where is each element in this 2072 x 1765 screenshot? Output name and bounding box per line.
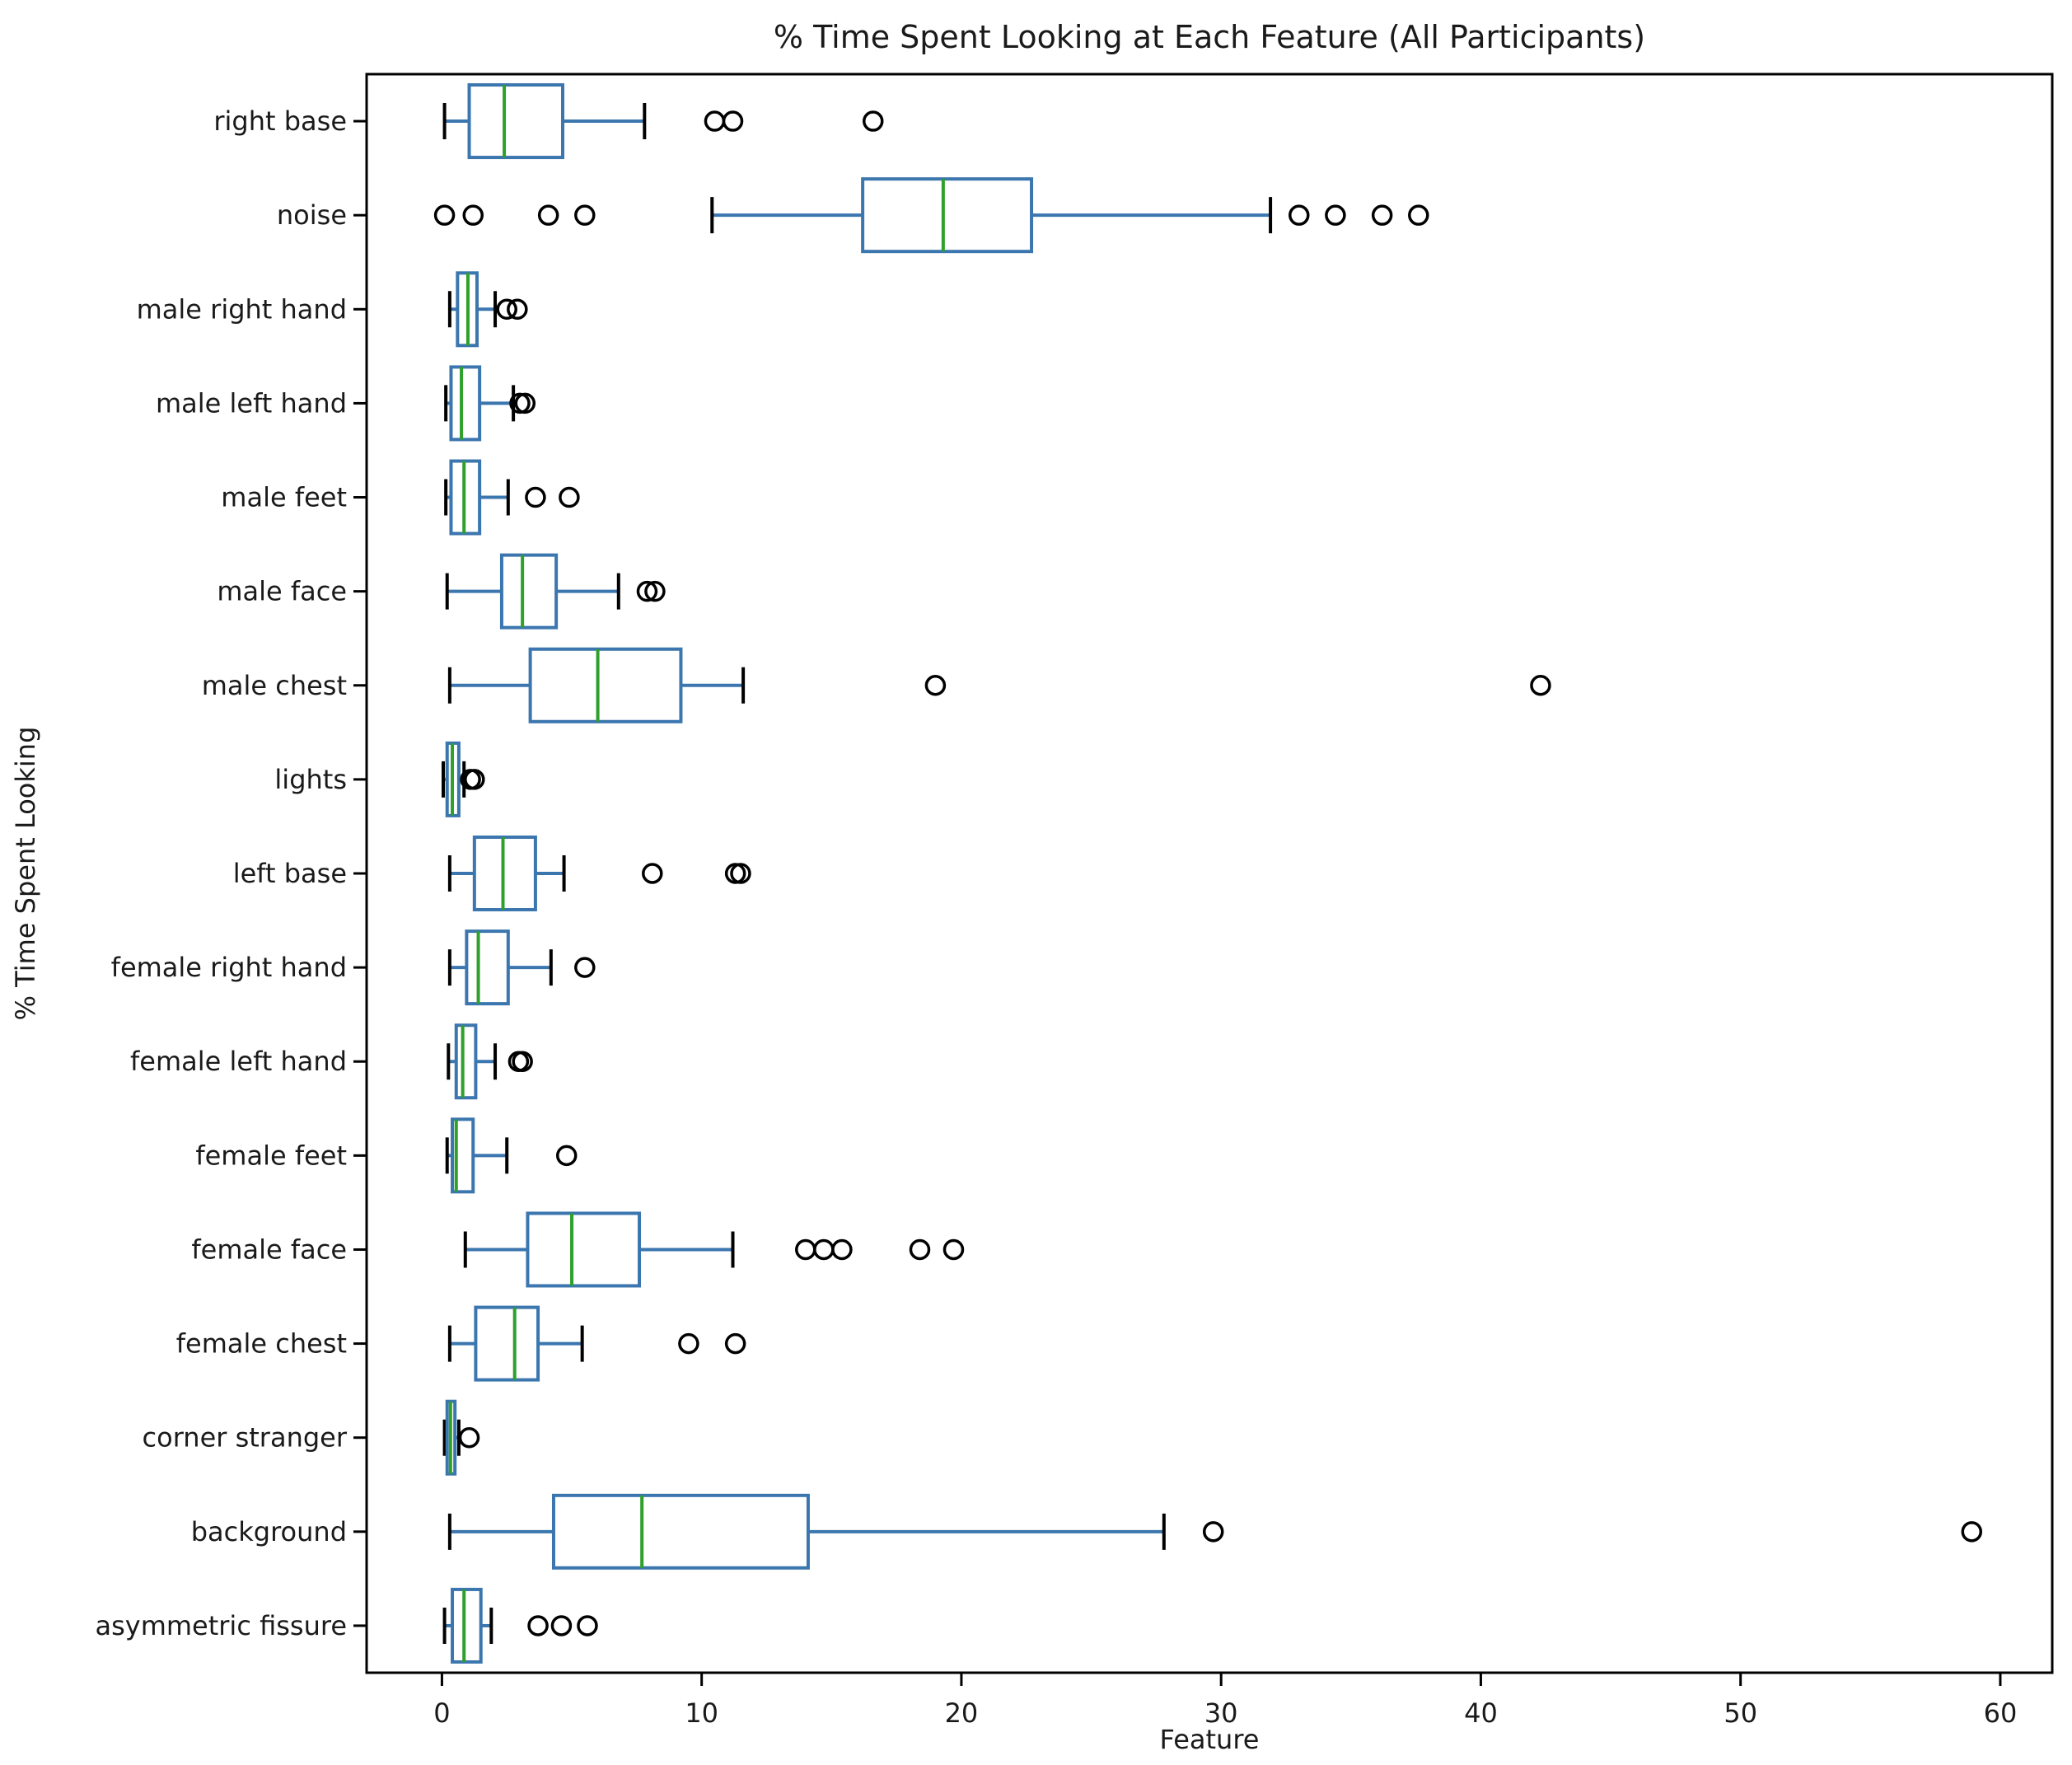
iqr-box	[465, 929, 510, 1006]
y-axis-label: % Time Spent Looking	[10, 727, 41, 1021]
outlier-point	[1202, 1521, 1224, 1543]
iqr-box	[451, 1117, 475, 1194]
outlier-point	[924, 675, 947, 696]
outlier-point	[704, 110, 726, 132]
iqr-box	[528, 647, 683, 723]
category-label: male chest	[202, 670, 347, 701]
iqr-box	[861, 177, 1034, 254]
outlier-point	[1325, 204, 1346, 226]
outlier-point	[909, 1238, 931, 1261]
outlier-point	[462, 204, 484, 226]
category-label: background	[191, 1516, 347, 1547]
outlier-point	[555, 1145, 578, 1167]
outlier-point	[795, 1238, 816, 1261]
outlier-point	[1961, 1521, 1983, 1543]
outlier-point	[514, 392, 536, 414]
category-label: noise	[277, 199, 347, 231]
outlier-point	[512, 1051, 533, 1072]
category-label: female left hand	[130, 1046, 347, 1077]
iqr-box	[526, 1211, 642, 1288]
x-tick-label: 40	[1464, 1697, 1498, 1729]
outlier-point	[550, 1615, 573, 1636]
iqr-box	[472, 836, 537, 911]
outlier-point	[636, 580, 658, 602]
x-tick-label: 10	[685, 1697, 718, 1729]
outlier-point	[577, 1615, 598, 1636]
category-label: asymmetric fissure	[95, 1610, 347, 1641]
x-tick-label: 30	[1204, 1697, 1238, 1729]
category-label: lights	[274, 764, 347, 795]
category-label: male face	[217, 576, 347, 607]
category-label: male feet	[221, 482, 347, 513]
outlier-point	[942, 1238, 965, 1261]
outlier-point	[644, 580, 666, 602]
iqr-box	[551, 1493, 810, 1570]
outlier-point	[433, 204, 456, 226]
x-tick-label: 50	[1724, 1697, 1757, 1729]
x-tick-label: 60	[1984, 1697, 2018, 1729]
outlier-point	[1408, 204, 1429, 226]
outlier-point	[813, 1238, 835, 1261]
outlier-point	[678, 1332, 699, 1355]
category-label: female chest	[176, 1328, 347, 1360]
plot-content: 0 10 20 30 40 50 60 right base noise male right h…	[95, 83, 2018, 1729]
chart-title: % Time Spent Looking at Each Feature (Al…	[774, 19, 1645, 55]
outlier-point	[559, 486, 580, 508]
outlier-point	[862, 110, 884, 132]
outlier-point	[831, 1238, 853, 1261]
outlier-point	[722, 110, 744, 132]
outlier-point	[730, 863, 751, 884]
outlier-point	[1371, 204, 1393, 226]
category-label: male right hand	[137, 293, 347, 325]
x-tick-label: 20	[945, 1697, 979, 1729]
outlier-point	[574, 957, 596, 978]
outlier-point	[496, 298, 517, 321]
outlier-point	[458, 1426, 480, 1449]
category-label: male left hand	[156, 387, 347, 419]
iqr-box	[449, 365, 482, 442]
x-tick-label: 0	[433, 1697, 450, 1729]
iqr-box	[499, 553, 559, 630]
outlier-point	[1530, 675, 1551, 696]
outlier-point	[525, 486, 546, 508]
category-label: female feet	[195, 1140, 347, 1171]
plot-frame	[365, 73, 2054, 1674]
iqr-box	[451, 1587, 483, 1664]
outlier-point	[537, 204, 559, 226]
category-label: female right hand	[111, 952, 347, 983]
outlier-point	[642, 863, 663, 884]
outlier-point	[507, 298, 528, 321]
outlier-point	[1289, 204, 1310, 226]
outlier-point	[527, 1615, 549, 1636]
outlier-point	[724, 1332, 746, 1355]
iqr-box	[467, 83, 565, 160]
category-label: right base	[213, 105, 347, 137]
category-label: female face	[191, 1234, 347, 1265]
category-label: corner stranger	[143, 1422, 348, 1454]
category-label: left base	[233, 858, 347, 889]
iqr-box	[474, 1305, 540, 1382]
x-axis-label: Feature	[1160, 1724, 1260, 1755]
outlier-point	[574, 204, 596, 226]
outlier-point	[464, 769, 485, 790]
iqr-box	[454, 1023, 478, 1100]
